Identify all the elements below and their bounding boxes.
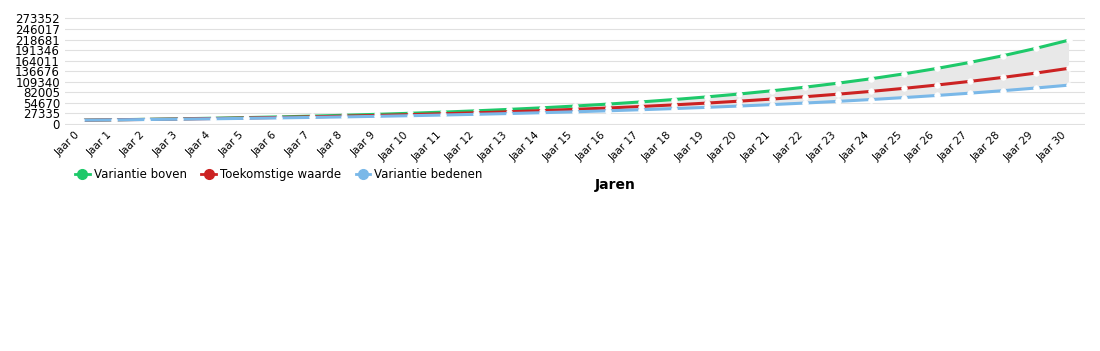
Text: Jaren: Jaren: [595, 178, 636, 192]
Legend: Variantie boven, Toekomstige waarde, Variantie bedenen: Variantie boven, Toekomstige waarde, Var…: [70, 164, 487, 186]
